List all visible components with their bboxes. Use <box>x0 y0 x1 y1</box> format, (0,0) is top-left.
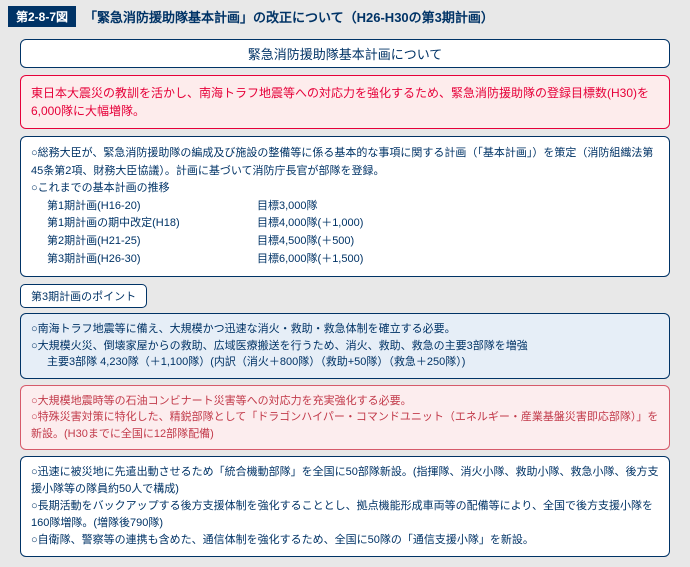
pink-line-1: ○大規模地震時等の石油コンビナート災害等への対応力を充実強化する必要。 <box>31 393 659 410</box>
plan-history-rows: 第1期計画(H16-20) 目標3,000隊 第1期計画の期中改定(H18) 目… <box>31 198 659 268</box>
section-point-header: 第3期計画のポイント <box>20 284 670 313</box>
plan-target: 目標4,000隊(＋1,000) <box>257 215 659 233</box>
white-line-1: ○迅速に被災地に先遣出動させるため「統合機動部隊」を全国に50部隊新設。(指揮隊… <box>31 464 659 498</box>
figure-number-badge: 第2-8-7図 <box>8 6 76 27</box>
title-box: 緊急消防援助隊基本計画について <box>20 39 670 68</box>
main-info-box: ○総務大臣が、緊急消防援助隊の編成及び施設の整備等に係る基本的な事項に関する計画… <box>20 136 670 277</box>
point-box-blue: ○南海トラフ地震等に備え、大規模かつ迅速な消火・救助・救急体制を確立する必要。 … <box>20 313 670 379</box>
content-area: 緊急消防援助隊基本計画について 東日本大震災の教訓を活かし、南海トラフ地震等への… <box>0 33 690 567</box>
plan-period: 第1期計画(H16-20) <box>47 198 257 216</box>
white-line-2: ○長期活動をバックアップする後方支援体制を強化することとし、拠点機能形成車両等の… <box>31 498 659 532</box>
plan-row: 第3期計画(H26-30) 目標6,000隊(＋1,500) <box>47 251 659 269</box>
plan-row: 第1期計画(H16-20) 目標3,000隊 <box>47 198 659 216</box>
highlight-box-red: 東日本大震災の教訓を活かし、南海トラフ地震等への対応力を強化するため、緊急消防援… <box>20 75 670 129</box>
point-box-pink: ○大規模地震時等の石油コンビナート災害等への対応力を充実強化する必要。 ○特殊災… <box>20 385 670 451</box>
figure-header: 第2-8-7図 「緊急消防援助隊基本計画」の改正について（H26-H30の第3期… <box>0 0 690 33</box>
plan-row: 第2期計画(H21-25) 目標4,500隊(＋500) <box>47 233 659 251</box>
point-box-white: ○迅速に被災地に先遣出動させるため「統合機動部隊」を全国に50部隊新設。(指揮隊… <box>20 456 670 557</box>
main-line-2: ○これまでの基本計画の推移 <box>31 180 659 198</box>
plan-target: 目標3,000隊 <box>257 198 659 216</box>
plan-period: 第2期計画(H21-25) <box>47 233 257 251</box>
plan-target: 目標4,500隊(＋500) <box>257 233 659 251</box>
plan-row: 第1期計画の期中改定(H18) 目標4,000隊(＋1,000) <box>47 215 659 233</box>
title-box-text: 緊急消防援助隊基本計画について <box>21 40 669 67</box>
blue-line-1: ○南海トラフ地震等に備え、大規模かつ迅速な消火・救助・救急体制を確立する必要。 <box>31 321 659 338</box>
plan-period: 第1期計画の期中改定(H18) <box>47 215 257 233</box>
figure-title: 「緊急消防援助隊基本計画」の改正について（H26-H30の第3期計画） <box>84 7 494 26</box>
blue-line-2: ○大規模火災、倒壊家屋からの救助、広域医療搬送を行うため、消火、救助、救急の主要… <box>31 338 659 355</box>
plan-period: 第3期計画(H26-30) <box>47 251 257 269</box>
main-line-1: ○総務大臣が、緊急消防援助隊の編成及び施設の整備等に係る基本的な事項に関する計画… <box>31 145 659 180</box>
plan-target: 目標6,000隊(＋1,500) <box>257 251 659 269</box>
pink-line-2: ○特殊災害対策に特化した、精鋭部隊として「ドラゴンハイパー・コマンドユニット（エ… <box>31 409 659 442</box>
point-label: 第3期計画のポイント <box>20 284 147 308</box>
blue-line-3: 主要3部隊 4,230隊（＋1,100隊）(内訳（消火＋800隊）（救助+50隊… <box>31 354 659 371</box>
